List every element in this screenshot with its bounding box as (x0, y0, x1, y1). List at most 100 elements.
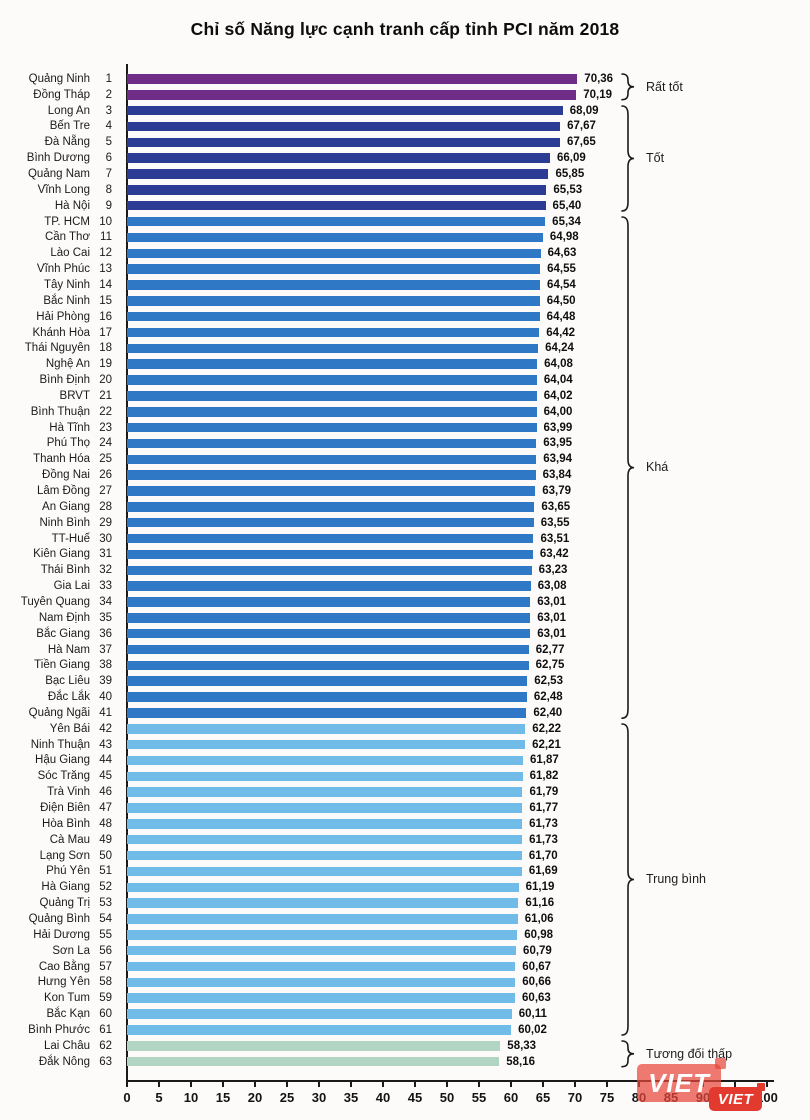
value-label: 63,94 (543, 453, 572, 466)
score-bar (127, 628, 531, 639)
value-label: 60,66 (522, 976, 551, 989)
score-bar (127, 280, 541, 290)
score-bar (127, 185, 547, 195)
score-bar (127, 565, 532, 576)
rank-label: 40 (99, 691, 112, 704)
bar-row: Bắc Ninh 15 64,50 (0, 293, 810, 309)
rank-label: 43 (99, 738, 112, 751)
value-label: 65,40 (552, 199, 582, 212)
rank-label: 7 (105, 168, 112, 181)
province-label: Sơn La (52, 944, 90, 957)
value-label: 63,55 (540, 516, 570, 529)
score-bar (127, 454, 537, 465)
rank-label: 51 (99, 865, 112, 878)
value-label: 65,34 (552, 215, 581, 228)
score-bar (127, 216, 546, 227)
score-bar (127, 407, 537, 417)
score-bar (127, 660, 529, 671)
value-label: 62,21 (532, 738, 561, 751)
chart-title: Chỉ số Năng lực cạnh tranh cấp tỉnh PCI … (190, 19, 620, 39)
province-label: Hưng Yên (37, 976, 90, 989)
x-axis-tick (158, 1081, 160, 1087)
province-label: Hà Nam (47, 643, 90, 656)
bar-row: Bắc Giang 36 63,01 (0, 626, 810, 642)
bar-row: Đồng Tháp 2 70,19 (0, 87, 810, 103)
score-bar (127, 961, 516, 972)
value-label: 67,67 (567, 120, 596, 133)
bar-row: Bình Dương 6 66,09 (0, 150, 810, 166)
province-label: Bắc Giang (36, 627, 90, 640)
category-bracket (620, 104, 638, 212)
rank-label: 62 (99, 1039, 112, 1052)
x-axis-tick (126, 1081, 128, 1087)
score-bar (127, 438, 537, 449)
bar-row: Hòa Bình 48 61,73 (0, 816, 810, 832)
bar-row: Lâm Đồng 27 63,79 (0, 483, 810, 499)
province-label: Gia Lai (53, 580, 90, 593)
score-bar (127, 945, 517, 956)
bar-row: Trà Vinh 46 61,79 (0, 784, 810, 800)
value-label: 66,09 (556, 152, 586, 165)
value-label: 62,22 (532, 722, 561, 735)
rank-label: 34 (99, 595, 112, 608)
bar-row: Vĩnh Phúc 13 64,55 (0, 261, 810, 277)
score-bar (127, 248, 541, 259)
value-label: 64,02 (543, 389, 573, 402)
rank-label: 5 (105, 136, 112, 149)
bar-row: Lạng Sơn 50 61,70 (0, 848, 810, 864)
bar-row: Bến Tre 4 67,67 (0, 119, 810, 135)
province-label: Khánh Hòa (32, 326, 90, 339)
rank-label: 25 (99, 453, 112, 466)
x-axis-tick (382, 1081, 384, 1087)
province-label: Ninh Bình (39, 516, 90, 529)
province-label: Phú Yên (46, 865, 90, 878)
value-label: 60,67 (522, 960, 552, 973)
value-label: 63,01 (537, 611, 567, 624)
x-axis-tick-label: 40 (375, 1090, 391, 1105)
score-bar (127, 296, 540, 306)
x-axis-tick (222, 1081, 224, 1087)
rank-label: 42 (99, 722, 112, 735)
score-bar (127, 264, 541, 274)
province-label: Hải Dương (33, 928, 90, 941)
province-label: Đắk Nông (38, 1055, 90, 1068)
bar-row: Phú Thọ 24 63,95 (0, 436, 810, 452)
province-label: Bắc Kạn (46, 1008, 90, 1021)
value-label: 61,16 (525, 897, 555, 910)
bar-row: Kiên Giang 31 63,42 (0, 547, 810, 563)
x-axis-tick-label: 75 (599, 1090, 615, 1105)
watermark-viet-large-text: VIET (648, 1067, 710, 1098)
province-label: Kon Tum (43, 992, 90, 1005)
rank-label: 32 (99, 564, 112, 577)
rank-label: 3 (105, 104, 112, 117)
province-label: Cao Bằng (38, 960, 90, 973)
province-label: Quảng Ngãi (28, 706, 90, 719)
score-bar (127, 422, 537, 433)
bar-row: Yên Bái 42 62,22 (0, 721, 810, 737)
value-label: 64,04 (543, 374, 573, 387)
rank-label: 56 (99, 944, 112, 957)
province-label: Bạc Liêu (45, 675, 90, 688)
province-label: Bến Tre (49, 120, 90, 133)
province-label: Đắc Lắk (47, 691, 90, 704)
value-label: 63,23 (538, 564, 568, 577)
bar-row: Hải Dương 55 60,98 (0, 927, 810, 943)
bar-row: Thái Bình 32 63,23 (0, 562, 810, 578)
rank-label: 2 (105, 88, 112, 101)
value-label: 60,79 (523, 944, 552, 957)
score-bar (127, 311, 540, 322)
rank-label: 33 (99, 580, 112, 593)
x-axis-tick-label: 15 (215, 1090, 231, 1105)
province-label: Bình Dương (26, 152, 90, 165)
value-label: 64,98 (549, 231, 579, 244)
rank-label: 23 (99, 421, 112, 434)
x-axis-tick (254, 1081, 256, 1087)
score-bar (127, 803, 523, 813)
x-axis-tick (478, 1081, 480, 1087)
score-bar (127, 232, 543, 243)
value-label: 61,69 (528, 865, 558, 878)
value-label: 60,98 (524, 928, 554, 941)
value-label: 61,70 (528, 849, 558, 862)
bar-row: An Giang 28 63,65 (0, 499, 810, 515)
